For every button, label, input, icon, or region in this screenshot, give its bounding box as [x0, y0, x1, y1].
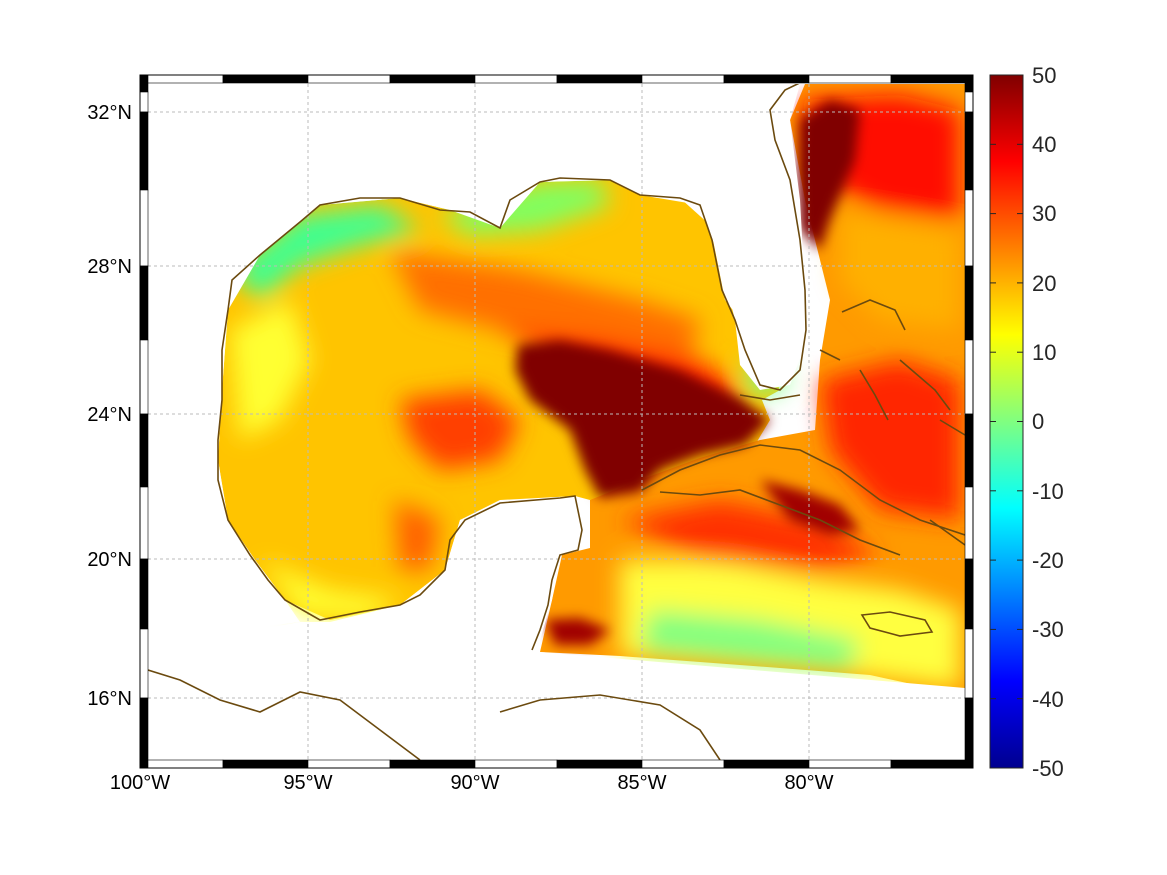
colorbar-label-30: 30	[1032, 201, 1056, 226]
frame-segment-bottom	[641, 759, 725, 769]
frame-segment-bottom	[222, 759, 309, 769]
colorbar: 50 40 30 20 10 0 -10 -20 -30 -40 -50	[989, 63, 1064, 781]
frame-segment-left	[139, 265, 149, 341]
gulf-coast-land	[148, 84, 760, 640]
frame-segment-right	[964, 189, 974, 267]
lat-label-28n: 28°N	[87, 256, 132, 278]
lat-label-24n: 24°N	[87, 404, 132, 426]
frame-segment-bottom	[307, 759, 391, 769]
keys-coastline	[739, 394, 801, 401]
frame-segment-right	[964, 74, 974, 93]
lon-label-90w: 90°W	[450, 772, 499, 794]
lon-label-85w: 85°W	[617, 772, 666, 794]
colorbar-label-10: 10	[1032, 340, 1056, 365]
frame-segment-right	[964, 558, 974, 630]
frame-segment-bottom	[556, 759, 643, 769]
frame-segment-bottom	[723, 759, 810, 769]
frame-segment-right	[964, 111, 974, 191]
plot-area	[148, 84, 965, 760]
colorbar-label-neg20: -20	[1032, 548, 1064, 573]
frame-segment-right	[964, 265, 974, 341]
frame-segment-left	[139, 339, 149, 415]
frame-segment-bottom	[474, 759, 558, 769]
lon-label-80w: 80°W	[784, 772, 833, 794]
frame-segment-right	[964, 91, 974, 113]
frame-segment-left	[139, 111, 149, 191]
map-frame	[139, 74, 974, 769]
hispaniola-coastline	[929, 419, 965, 546]
frame-segment-bottom	[890, 759, 974, 769]
frame-segment-top	[641, 74, 725, 84]
frame-segment-top	[139, 74, 224, 84]
frame-segment-right	[964, 339, 974, 415]
coastlines	[148, 84, 965, 760]
frame-segment-top	[474, 74, 558, 84]
grid-lines	[148, 84, 965, 760]
florida-land	[700, 84, 805, 390]
frame-segment-right	[964, 628, 974, 699]
frame-segment-left	[139, 486, 149, 560]
colorbar-label-0: 0	[1032, 409, 1044, 434]
frame-segment-right	[964, 697, 974, 769]
frame-segment-right	[964, 413, 974, 488]
frame-segment-top	[556, 74, 643, 84]
frame-segment-right	[964, 486, 974, 560]
frame-segment-left	[139, 413, 149, 488]
frame-segment-left	[139, 558, 149, 630]
colorbar-label-neg40: -40	[1032, 687, 1064, 712]
land-masks	[148, 84, 965, 760]
yucatan-land	[148, 496, 580, 760]
frame-segment-left	[139, 74, 149, 93]
frame-segment-left	[139, 697, 149, 769]
frame-segment-bottom	[139, 759, 224, 769]
colorbar-label-50: 50	[1032, 63, 1056, 88]
longitude-axis: 100°W 95°W 90°W 85°W 80°W	[110, 772, 834, 794]
colorbar-label-40: 40	[1032, 132, 1056, 157]
colorbar-ticks	[990, 74, 1023, 769]
bahamas-coastline	[819, 299, 951, 421]
jamaica-coastline	[860, 611, 934, 637]
lat-label-20n: 20°N	[87, 549, 132, 571]
mexico-gulf-coastline	[217, 309, 583, 651]
frame-segment-bottom	[808, 759, 892, 769]
central-america-land	[540, 652, 965, 760]
cuba-coastline	[641, 444, 965, 556]
lon-label-100w: 100°W	[110, 772, 170, 794]
lon-label-95w: 95°W	[283, 772, 332, 794]
frame-segment-top	[222, 74, 309, 84]
frame-segment-top	[723, 74, 810, 84]
colorbar-label-20: 20	[1032, 271, 1056, 296]
honduras-coastline	[499, 694, 721, 760]
lat-label-32n: 32°N	[87, 102, 132, 124]
frame-segment-left	[139, 189, 149, 267]
latitude-axis: 32°N 28°N 24°N 20°N 16°N	[87, 102, 132, 710]
lat-label-16n: 16°N	[87, 688, 132, 710]
central-america-coastline	[148, 669, 421, 760]
colorbar-label-neg30: -30	[1032, 617, 1064, 642]
frame-outline	[139, 74, 974, 769]
frame-segment-top	[389, 74, 476, 84]
colorbar-label-neg50: -50	[1032, 756, 1064, 781]
gulf-field	[218, 180, 780, 620]
colorbar-label-neg10: -10	[1032, 479, 1064, 504]
frame-segment-top	[808, 74, 892, 84]
us-gulf-coastline	[227, 84, 807, 391]
frame-segment-top	[307, 74, 391, 84]
frame-segment-left	[139, 628, 149, 699]
frame-segment-bottom	[389, 759, 476, 769]
data-field	[218, 84, 965, 688]
frame-segment-left	[139, 91, 149, 113]
frame-segment-top	[890, 74, 974, 84]
